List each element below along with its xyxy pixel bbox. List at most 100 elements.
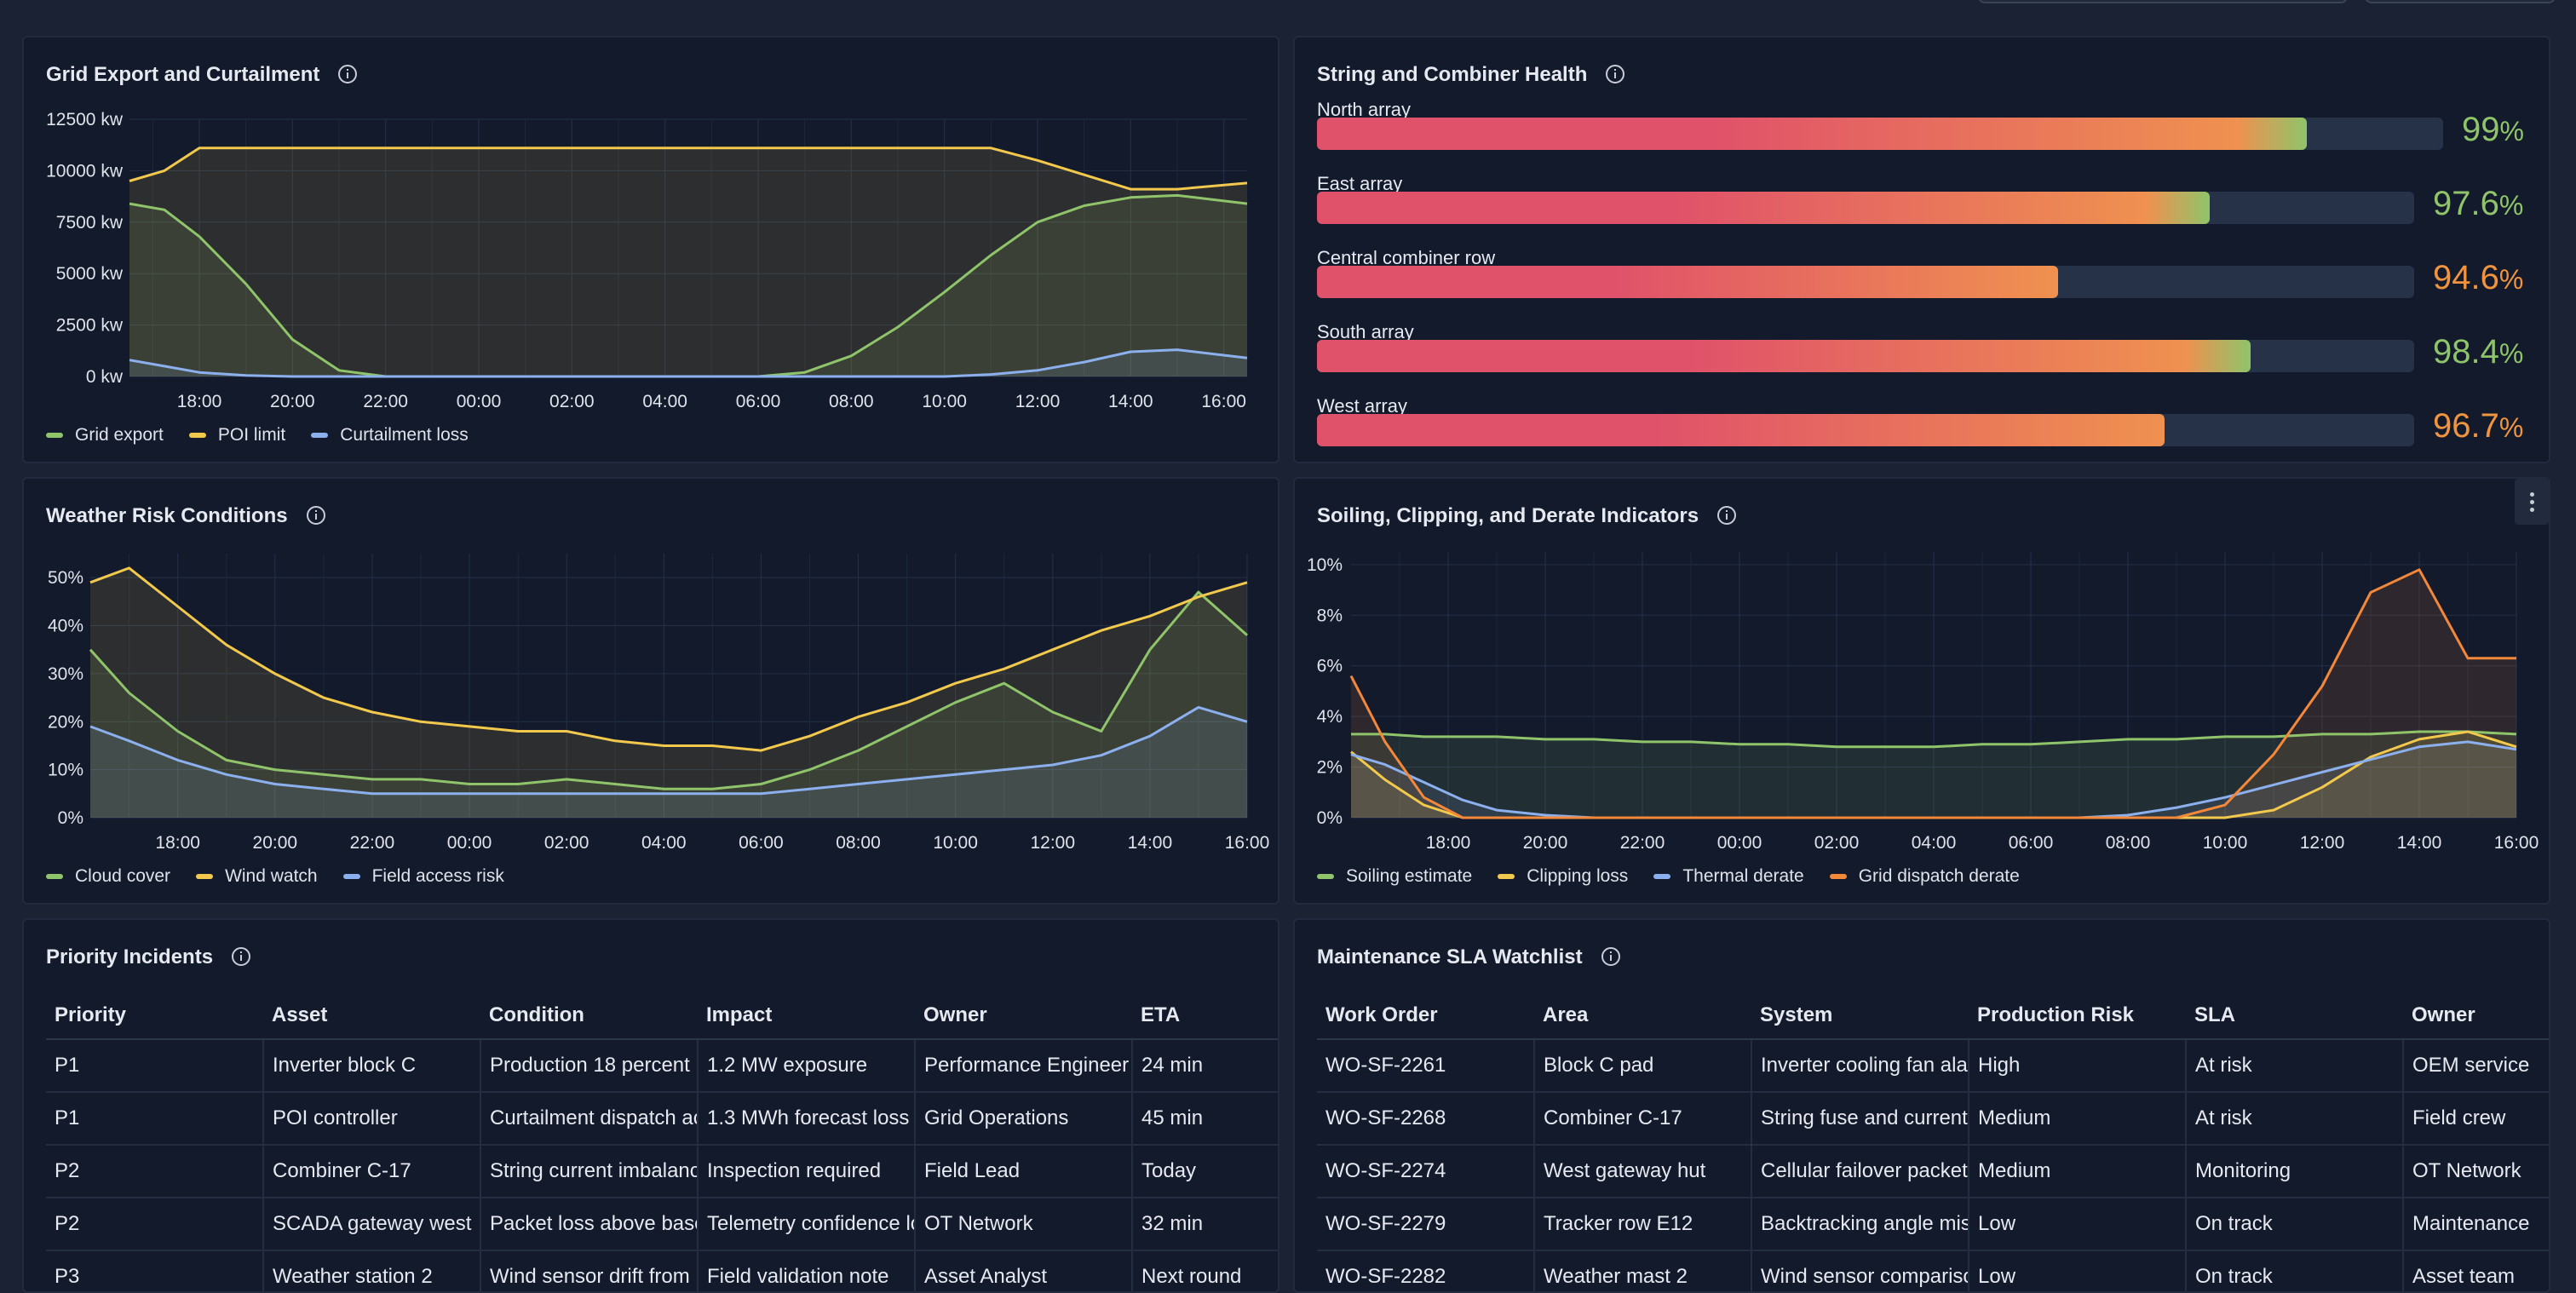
table-cell: Next round (1132, 1250, 1278, 1291)
legend-item[interactable]: Grid export (46, 425, 164, 445)
column-header[interactable]: System (1751, 992, 1969, 1040)
info-icon[interactable] (306, 505, 325, 525)
table-cell: Low (1969, 1198, 2187, 1251)
legend-item[interactable]: Field access risk (342, 866, 504, 887)
column-header[interactable]: Impact (698, 992, 915, 1040)
table-cell: OEM service (2403, 1039, 2549, 1093)
health-bar-fill (1317, 192, 2210, 224)
table-cell: Block C pad (1534, 1039, 1752, 1093)
health-bar-fill (1317, 118, 2307, 150)
table-cell: Grid Operations (915, 1092, 1133, 1146)
table-cell: Low (1969, 1250, 2187, 1291)
legend-swatch (342, 874, 360, 879)
x-tick-label: 12:00 (1030, 833, 1075, 853)
info-icon[interactable] (338, 64, 358, 83)
legend-swatch (188, 433, 206, 438)
table-row[interactable]: P3 Weather station 2 Wind sensor drift fro… (46, 1250, 1278, 1291)
legend-label: Clipping loss (1527, 866, 1629, 886)
info-icon[interactable] (1601, 946, 1620, 966)
column-header[interactable]: Priority (46, 992, 263, 1040)
table-cell: Field crew (2403, 1092, 2549, 1146)
table-row[interactable]: P2 Combiner C-17 String current imbalance I… (46, 1145, 1278, 1198)
legend-item[interactable]: Thermal derate (1653, 866, 1804, 887)
legend-label: Cloud cover (75, 866, 171, 886)
string-health-panel: String and Combiner Health North array 99… (1293, 36, 2550, 463)
vertical-dots-icon[interactable] (2515, 479, 2549, 525)
column-header[interactable]: Production Risk (1969, 992, 2186, 1040)
panel-title: Weather Risk Conditions (46, 504, 325, 528)
legend-item[interactable]: Wind watch (196, 866, 318, 887)
table-cell: 32 min (1132, 1198, 1278, 1251)
series-area-wind-watch (90, 567, 1247, 818)
panel-title: Priority Incidents (46, 945, 251, 969)
legend-item[interactable]: Clipping loss (1498, 866, 1628, 887)
column-header[interactable]: ETA (1132, 992, 1278, 1040)
table-row[interactable]: WO-SF-2274 West gateway hut Cellular failo… (1317, 1145, 2549, 1198)
x-tick-label: 18:00 (155, 833, 200, 853)
legend-item[interactable]: Soiling estimate (1317, 866, 1472, 887)
legend-item[interactable]: POI limit (188, 425, 285, 445)
table-row[interactable]: WO-SF-2282 Weather mast 2 Wind sensor comp… (1317, 1250, 2549, 1291)
column-header[interactable]: Owner (2403, 992, 2549, 1040)
chart-grid-lines (90, 554, 1248, 819)
legend-label: Wind watch (225, 866, 318, 886)
column-header[interactable]: Owner (915, 992, 1132, 1040)
column-header[interactable]: SLA (2186, 992, 2403, 1040)
legend-swatch (1829, 874, 1847, 879)
grid-export-panel: Grid Export and Curtailment 0 kw 2500 kw 5… (22, 36, 1279, 463)
series-area-grid-dispatch-derate (1351, 569, 2516, 818)
table-row[interactable]: WO-SF-2261 Block C pad Inverter cooling fa… (1317, 1039, 2549, 1093)
x-tick-label: 00:00 (457, 392, 502, 411)
column-header[interactable]: Work Order (1317, 992, 1534, 1040)
legend-swatch (311, 433, 329, 438)
table-cell: Weather mast 2 (1534, 1250, 1752, 1291)
x-tick-label: 00:00 (447, 833, 492, 853)
y-tick-label: 0% (58, 808, 83, 828)
weather-risk-chart: 0% 10% 20% 30% 40% 50% 18:00 20:00 22:00 00:00 02:… (48, 554, 1269, 853)
toolbar-button[interactable] (1978, 0, 2348, 3)
info-icon[interactable] (1606, 64, 1625, 83)
y-tick-label: 2% (1317, 758, 1343, 778)
table-row[interactable]: P2 SCADA gateway west Packet loss above ba… (46, 1198, 1278, 1251)
x-tick-label: 02:00 (549, 392, 595, 411)
x-tick-label: 02:00 (1814, 833, 1860, 853)
health-row-label: South array (1317, 321, 1414, 342)
info-icon[interactable] (1717, 505, 1737, 525)
health-value: 96.7% (2433, 407, 2523, 445)
table-cell: On track (2186, 1198, 2404, 1251)
column-header[interactable]: Condition (480, 992, 698, 1040)
legend-label: Thermal derate (1682, 866, 1804, 886)
panel-title: Soiling, Clipping, and Derate Indicators (1317, 504, 1737, 528)
table-cell: WO-SF-2274 (1317, 1145, 1535, 1198)
table-row[interactable]: WO-SF-2279 Tracker row E12 Backtracking an… (1317, 1198, 2549, 1251)
toolbar-button[interactable] (2365, 0, 2556, 3)
sla-table: Work Order Area System Production Risk SLA Ow… (1317, 992, 2549, 1291)
column-header[interactable]: Area (1534, 992, 1751, 1040)
health-row-label: West array (1317, 395, 1407, 417)
table-row[interactable]: P1 Inverter block C Production 18 percent … (46, 1039, 1278, 1093)
chart-legend: Cloud cover Wind watch Field access risk (46, 866, 504, 887)
x-tick-label: 22:00 (363, 392, 408, 411)
legend-swatch (46, 874, 63, 879)
health-value: 97.6% (2433, 185, 2523, 223)
x-tick-label: 06:00 (2009, 833, 2054, 853)
table-cell: 24 min (1132, 1039, 1278, 1093)
table-cell: P1 (46, 1092, 264, 1146)
table-cell: 45 min (1132, 1092, 1278, 1146)
legend-item[interactable]: Grid dispatch derate (1829, 866, 2020, 887)
x-tick-label: 14:00 (1108, 392, 1153, 411)
table-cell: String current imbalance (480, 1145, 699, 1198)
x-tick-label: 22:00 (1620, 833, 1665, 853)
health-value-number: 98.4 (2433, 333, 2499, 371)
health-bar-track (1317, 192, 2414, 224)
info-icon[interactable] (232, 946, 251, 966)
x-tick-label: 20:00 (253, 833, 298, 853)
table-cell: Medium (1969, 1145, 2187, 1198)
legend-item[interactable]: Curtailment loss (311, 425, 469, 445)
table-cell: WO-SF-2279 (1317, 1198, 1535, 1251)
column-header[interactable]: Asset (263, 992, 480, 1040)
table-cell: Medium (1969, 1092, 2187, 1146)
legend-item[interactable]: Cloud cover (46, 866, 170, 887)
table-row[interactable]: WO-SF-2268 Combiner C-17 String fuse and c… (1317, 1092, 2549, 1146)
